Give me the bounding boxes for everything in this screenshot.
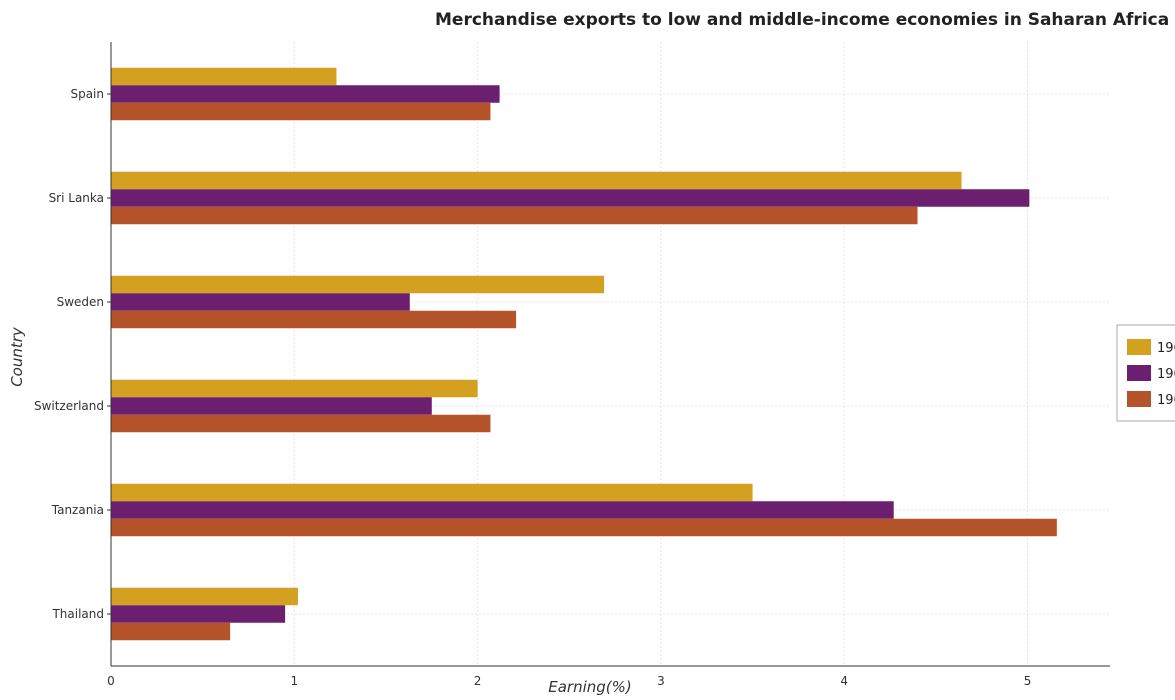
bar-1962-spain: [111, 102, 491, 121]
bar-1962-sri-lanka: [111, 206, 918, 225]
bar-1961-thailand: [111, 605, 286, 623]
legend-swatch: [1127, 339, 1151, 355]
bar-1960-switzerland: [111, 379, 478, 398]
y-tick-label: Sri Lanka: [49, 191, 104, 205]
x-tick-label: 4: [840, 674, 848, 688]
x-tick-label: 1: [290, 674, 298, 688]
legend-swatch: [1127, 391, 1151, 407]
bar-1960-thailand: [111, 587, 298, 606]
bar-1962-thailand: [111, 622, 231, 641]
bar-1960-tanzania: [111, 483, 753, 502]
bar-1962-sweden: [111, 310, 517, 329]
legend: 1960 1961 1962: [1116, 324, 1175, 422]
legend-swatch: [1127, 365, 1151, 381]
x-axis-label: Earning(%): [548, 678, 632, 696]
y-tick-label: Sweden: [57, 295, 104, 309]
y-tick-label: Switzerland: [34, 399, 104, 413]
bar-1961-switzerland: [111, 397, 432, 415]
x-tick-label: 5: [1024, 674, 1032, 688]
legend-label: 1960: [1157, 341, 1175, 356]
bar-1961-spain: [111, 85, 500, 103]
y-tick-label: Spain: [70, 87, 104, 101]
legend-label: 1962: [1157, 393, 1175, 408]
bars: [111, 67, 1057, 641]
bar-1960-spain: [111, 67, 337, 86]
x-tick-label: 3: [657, 674, 665, 688]
x-tick-label: 0: [107, 674, 115, 688]
bar-1960-sweden: [111, 275, 605, 294]
chart-title: Merchandise exports to low and middle-in…: [435, 10, 1169, 30]
bar-1961-sri-lanka: [111, 189, 1030, 207]
y-axis-label: Country: [8, 326, 26, 387]
grid: [110, 42, 1110, 666]
legend-label: 1961: [1157, 367, 1175, 382]
y-tick-label: Tanzania: [51, 503, 104, 517]
bar-1962-switzerland: [111, 414, 491, 433]
axes: 0 1 2 3 4 5 Spain Sri Lanka Sweden Switzerland Tan…: [34, 42, 1110, 688]
bar-1960-sri-lanka: [111, 171, 962, 190]
bar-1962-tanzania: [111, 518, 1057, 537]
y-tick-label: Thailand: [51, 607, 104, 621]
x-tick-label: 2: [474, 674, 482, 688]
bar-1961-sweden: [111, 293, 410, 311]
bar-1961-tanzania: [111, 501, 894, 519]
